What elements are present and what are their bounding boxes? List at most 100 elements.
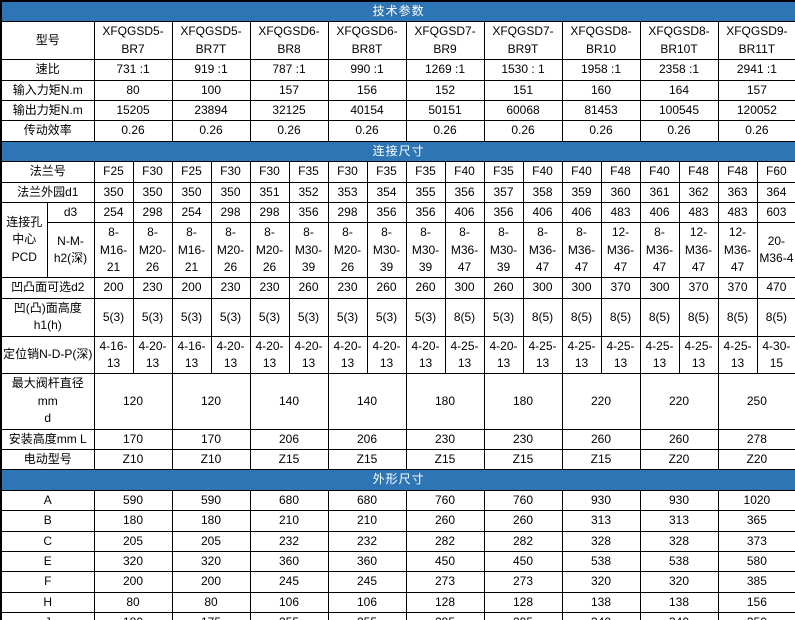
table-cell: F35 [483,161,524,183]
table-cell: 365 [717,510,795,532]
table-cell: 313 [639,510,719,532]
table-cell: 2358 :1 [639,59,719,81]
table-cell: 23894 [171,99,251,122]
table-cell: 120 [171,373,251,430]
table-cell: F48 [717,161,758,183]
table-cell: 138 [639,591,719,614]
table-cell: 0.26 [93,120,173,142]
table-cell: 164 [639,79,719,101]
table-cell: 12- M36- 47 [717,222,758,279]
table-cell: 8- M20- 26 [249,222,290,279]
table-cell: 151 [483,79,563,101]
table-cell: 8- M20- 26 [210,222,251,279]
table-cell: 360 [600,181,641,203]
table-cell: 250 [717,373,795,430]
table-cell: 180 [171,510,251,532]
table-cell: F30 [249,161,290,183]
table-cell: 0.26 [717,120,795,142]
table-cell: 205 [93,530,173,552]
table-cell: 4-20- 13 [366,335,407,375]
table-cell: 0.26 [405,120,485,142]
table-cell: 5(3) [405,297,446,337]
table-cell: F40 [444,161,485,183]
table-cell: 230 [327,277,368,299]
table-cell: 4-20- 13 [327,335,368,375]
table-cell: 80 [93,79,173,101]
table-cell: 359 [561,181,602,203]
table-cell: F40 [639,161,680,183]
table-cell: 230 [132,277,173,299]
table-cell: 8(5) [639,297,680,337]
row-label: 最大阀杆直径mm d [0,373,95,430]
row-sublabel: N-M- h2(深) [46,222,95,279]
row-label: H [0,591,95,614]
table-cell: 20- M36-4 [756,222,795,279]
row-label: B [0,510,95,532]
table-cell: 200 [171,571,251,593]
table-cell: 230 [249,277,290,299]
table-cell: XFQGSD8- BR10T [639,21,719,61]
table-cell: 787 :1 [249,59,329,81]
table-cell: F35 [405,161,446,183]
table-cell: 260 [405,277,446,299]
table-cell: 8(5) [444,297,485,337]
table-cell: 328 [639,530,719,552]
table-cell: 8- M36- 47 [444,222,485,279]
row-sublabel: d3 [46,201,95,224]
table-cell: 580 [717,550,795,573]
table-cell: 157 [717,79,795,101]
table-cell: 278 [717,428,795,450]
table-cell: 320 [561,571,641,593]
table-cell: F30 [210,161,251,183]
table-cell: 8(5) [522,297,563,337]
table-cell: 138 [561,591,641,614]
table-cell: Z15 [561,448,641,471]
table-cell: 152 [405,79,485,101]
table-cell: 298 [249,201,290,224]
table-cell: 180 [405,373,485,430]
table-cell: 361 [639,181,680,203]
table-cell: 8- M30- 39 [483,222,524,279]
table-cell: 356 [288,201,329,224]
table-cell: 100545 [639,99,719,122]
table-cell: 4-16- 13 [171,335,212,375]
table-cell: 200 [93,277,134,299]
row-label: 型号 [0,21,95,61]
table-cell: 0.26 [327,120,407,142]
row-label: 凹(凸)面高度 h1(h) [0,297,95,337]
table-cell: 352 [288,181,329,203]
table-cell: 282 [405,530,485,552]
table-cell: 5(3) [132,297,173,337]
table-cell: F48 [600,161,641,183]
table-cell: 273 [483,571,563,593]
table-cell: F35 [288,161,329,183]
table-cell: 254 [171,201,212,224]
table-cell: 175 [171,612,251,620]
row-label: 安装高度mm L [0,428,95,450]
table-cell: 364 [756,181,795,203]
table-cell: 320 [639,571,719,593]
table-cell: 260 [405,510,485,532]
table-cell: F48 [678,161,719,183]
table-cell: F30 [327,161,368,183]
table-cell: 363 [717,181,758,203]
table-cell: 180 [93,612,173,620]
row-label: 电动型号 [0,448,95,471]
table-cell: 320 [171,550,251,573]
table-cell: 5(3) [327,297,368,337]
table-cell: 100 [171,79,251,101]
table-cell: 450 [483,550,563,573]
table-cell: 230 [483,428,563,450]
row-label: 输出力矩N.m [0,99,95,122]
row-label: C [0,530,95,552]
table-cell: 385 [717,571,795,593]
table-cell: 300 [522,277,563,299]
table-cell: 260 [561,428,641,450]
table-cell: 328 [561,530,641,552]
table-cell: 4-25- 13 [444,335,485,375]
table-cell: 350 [210,181,251,203]
table-cell: F35 [366,161,407,183]
row-label: A [0,489,95,512]
